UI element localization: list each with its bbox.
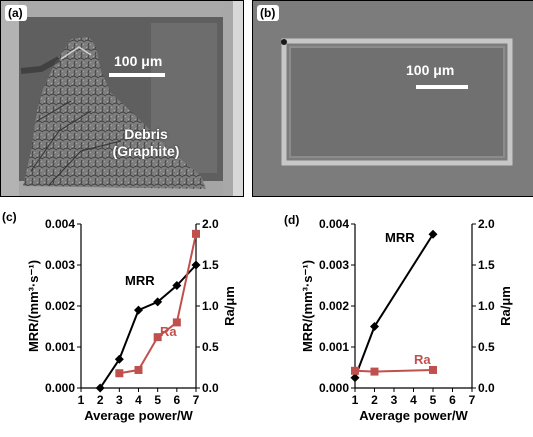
y-tick-label-left: 0.000 xyxy=(45,381,75,395)
y-tick-label-left: 0.002 xyxy=(45,299,75,313)
x-tick-label: 1 xyxy=(78,393,85,407)
x-tick-label: 7 xyxy=(193,393,200,407)
data-point-ra xyxy=(429,365,437,374)
sem-image-b: (b) 100 μm xyxy=(252,0,533,197)
y-tick-label-right: 2.0 xyxy=(202,217,219,231)
y-axis-label-left: MRR/(mm³·s⁻¹) xyxy=(300,260,315,352)
y-axis-label-right: Ra/μm xyxy=(498,286,513,326)
x-tick-label: 1 xyxy=(352,393,359,407)
x-tick-label: 6 xyxy=(173,393,180,407)
sem-texture-b xyxy=(253,1,533,196)
scale-bar-b xyxy=(416,85,468,89)
scale-bar-a xyxy=(109,73,165,77)
data-point-ra xyxy=(370,367,379,376)
x-tick-label: 3 xyxy=(391,393,398,407)
x-tick-label: 4 xyxy=(410,393,417,407)
series-label-mrr: MRR xyxy=(125,273,155,288)
y-tick-label-right: 1.0 xyxy=(478,299,495,313)
debris-label-line2: (Graphite) xyxy=(112,143,180,159)
y-tick-label-left: 0.001 xyxy=(45,340,75,354)
y-axis-label-left: MRR/(mm³·s⁻¹) xyxy=(26,260,41,352)
scale-label-a: 100 μm xyxy=(114,53,163,69)
series-line-mrr xyxy=(99,264,197,389)
y-tick-label-left: 0.002 xyxy=(319,299,349,313)
x-tick-label: 2 xyxy=(97,393,104,407)
y-tick-label-left: 0.004 xyxy=(319,217,349,231)
data-point-mrr xyxy=(114,354,124,364)
y-tick-label-right: 1.5 xyxy=(202,258,219,272)
data-point-ra xyxy=(172,318,181,327)
x-tick-label: 5 xyxy=(154,393,161,407)
series-line-ra xyxy=(354,368,434,373)
x-tick-label: 5 xyxy=(430,393,437,407)
y-tick-label-left: 0.003 xyxy=(45,258,75,272)
series-label-ra: Ra xyxy=(414,352,431,367)
y-tick-label-right: 0.5 xyxy=(478,340,495,354)
y-tick-label-right: 0.0 xyxy=(202,381,219,395)
y-tick-label-left: 0.004 xyxy=(45,217,75,231)
sem-image-a: (a) 100 μm Debris (Graphite) xyxy=(0,0,244,197)
data-point-ra xyxy=(153,333,162,342)
panel-d-tag: (d) xyxy=(284,213,300,227)
data-point-ra xyxy=(351,366,359,375)
data-point-mrr xyxy=(95,383,105,393)
x-tick-label: 7 xyxy=(469,393,476,407)
series-label-ra: Ra xyxy=(160,324,177,339)
x-tick-label: 3 xyxy=(116,393,123,407)
data-point-mrr xyxy=(350,373,360,383)
x-axis-label: Average power/W xyxy=(359,408,468,423)
panel-c-tag: (c) xyxy=(2,210,17,224)
y-tick-label-right: 1.5 xyxy=(478,258,495,272)
y-tick-label-left: 0.000 xyxy=(319,381,349,395)
y-tick-label-left: 0.001 xyxy=(319,340,349,354)
panel-b-tag: (b) xyxy=(257,5,280,21)
data-point-ra xyxy=(192,229,200,238)
sem-texture-a xyxy=(1,1,243,196)
y-tick-label-right: 0.0 xyxy=(478,381,495,395)
debris-label: Debris (Graphite) xyxy=(101,126,191,160)
y-axis-label-right: Ra/μm xyxy=(222,286,237,326)
chart-c: 1 2 3 4 5 6 7 0.000 0.001 0.002 0.003 0.004 0.0 0.5 1.… xyxy=(26,217,237,423)
series-label-mrr: MRR xyxy=(385,230,415,245)
panel-a-tag: (a) xyxy=(5,5,27,21)
x-axis-label: Average power/W xyxy=(84,408,193,423)
data-point-mrr xyxy=(172,281,182,290)
y-tick-label-right: 1.0 xyxy=(202,299,219,313)
data-point-ra xyxy=(115,369,124,378)
x-tick-label: 4 xyxy=(135,393,142,407)
data-point-mrr xyxy=(370,322,379,331)
scale-label-b: 100 μm xyxy=(406,62,455,78)
chart-d: 1 2 3 4 5 6 7 0.000 0.001 0.002 0.003 0.004 0.0 0.5 1.… xyxy=(300,217,513,423)
data-point-mrr xyxy=(428,229,438,239)
data-point-mrr xyxy=(153,297,163,307)
y-tick-label-right: 2.0 xyxy=(478,217,495,231)
data-point-mrr xyxy=(191,260,201,270)
y-tick-label-left: 0.003 xyxy=(319,258,349,272)
y-tick-label-right: 0.5 xyxy=(202,340,219,354)
data-point-mrr xyxy=(134,305,143,315)
x-tick-label: 6 xyxy=(449,393,456,407)
x-tick-label: 2 xyxy=(371,393,378,407)
debris-label-line1: Debris xyxy=(124,126,168,142)
data-point-ra xyxy=(134,365,143,374)
